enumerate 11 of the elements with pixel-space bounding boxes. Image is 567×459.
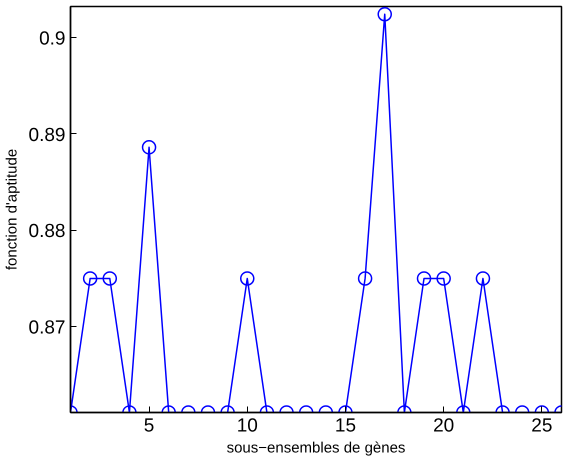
y-tick-label: 0.88 <box>28 221 66 242</box>
y-tick-label: 0.89 <box>28 124 66 146</box>
y-tick-label: 0.9 <box>39 28 66 50</box>
x-tick-label: 15 <box>334 416 356 436</box>
x-tick-label: 25 <box>531 416 552 436</box>
x-tick-label: 5 <box>144 416 154 436</box>
x-tick-label: 10 <box>236 416 258 436</box>
x-axis-title: sous−ensembles de gènes <box>226 440 406 456</box>
y-tick-label: 0.87 <box>28 318 66 339</box>
y-axis-title: fonction d'aptitude <box>4 148 21 270</box>
x-tick-label: 20 <box>433 416 454 436</box>
